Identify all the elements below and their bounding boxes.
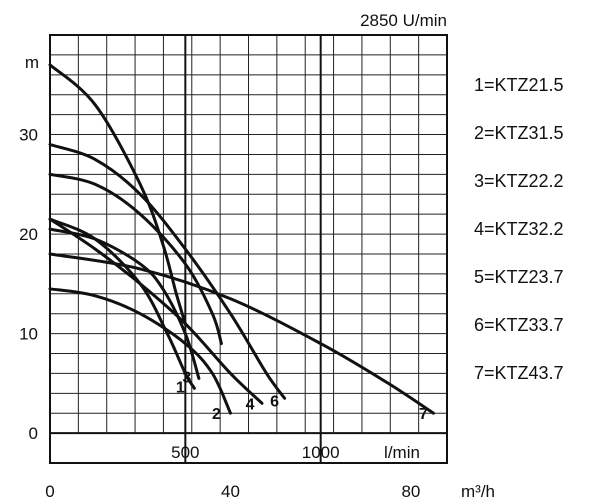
x-tick-label-m3h: 80 [401, 482, 420, 501]
curve-label-1: 1 [176, 379, 185, 396]
series-line-7 [48, 252, 435, 415]
legend-entry-5: 5=KTZ23.7 [474, 267, 564, 287]
curve-label-6: 6 [270, 393, 279, 410]
curve-label-3: 3 [182, 369, 191, 386]
series-line-5 [48, 172, 223, 346]
curves [48, 63, 435, 415]
legend-entry-3: 3=KTZ22.2 [474, 171, 564, 191]
series-line-6 [48, 143, 287, 400]
curve-label-7: 7 [419, 406, 428, 423]
y-tick-label: 20 [19, 225, 38, 244]
x-unit-lmin: l/min [384, 443, 420, 462]
curve-label-4: 4 [246, 396, 255, 413]
legend-entry-2: 2=KTZ31.5 [474, 123, 564, 143]
series-line-4 [48, 217, 264, 405]
y-axis-label: m [25, 53, 39, 72]
x-tick-label-m3h: 40 [221, 482, 240, 501]
series-line-3 [48, 227, 201, 380]
plot-frame [49, 34, 448, 464]
legend: 1=KTZ21.5 2=KTZ31.5 3=KTZ22.2 4=KTZ32.2 5=KT… [474, 75, 564, 383]
series-line-steep [48, 63, 187, 326]
legend-entry-1: 1=KTZ21.5 [474, 75, 564, 95]
x-tick-label-m3h: 0 [45, 482, 54, 501]
legend-entry-7: 7=KTZ43.7 [474, 363, 564, 383]
legend-entry-4: 4=KTZ32.2 [474, 219, 564, 239]
grid [50, 34, 447, 463]
legend-entry-6: 6=KTZ33.7 [474, 315, 564, 335]
x-tick-label-lmin: 1000 [302, 443, 340, 462]
x-unit-m3h: m³/h [461, 482, 495, 501]
y-tick-label: 10 [19, 325, 38, 344]
chart-title: 2850 U/min [360, 11, 447, 30]
y-tick-label: 30 [19, 126, 38, 145]
x-tick-label-lmin: 500 [171, 443, 199, 462]
series-line-2 [48, 287, 232, 415]
curve-label-2: 2 [212, 406, 221, 423]
y-tick-label: 0 [29, 424, 38, 443]
